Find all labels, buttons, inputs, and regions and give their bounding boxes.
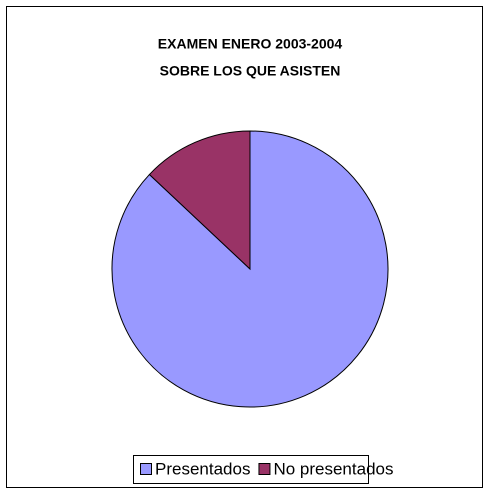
legend-swatch [140, 463, 152, 475]
chart-subtitle: SOBRE LOS QUE ASISTEN [160, 63, 341, 79]
pie [111, 130, 389, 408]
legend: Presentados No presentados [140, 459, 393, 478]
legend-swatch [258, 463, 271, 475]
pie-slice [148, 130, 251, 271]
legend-label: No presentados [273, 459, 393, 478]
legend-label: Presentados [155, 459, 250, 478]
legend-box [133, 455, 369, 484]
chart-title: EXAMEN ENERO 2003-2004 [158, 36, 343, 52]
